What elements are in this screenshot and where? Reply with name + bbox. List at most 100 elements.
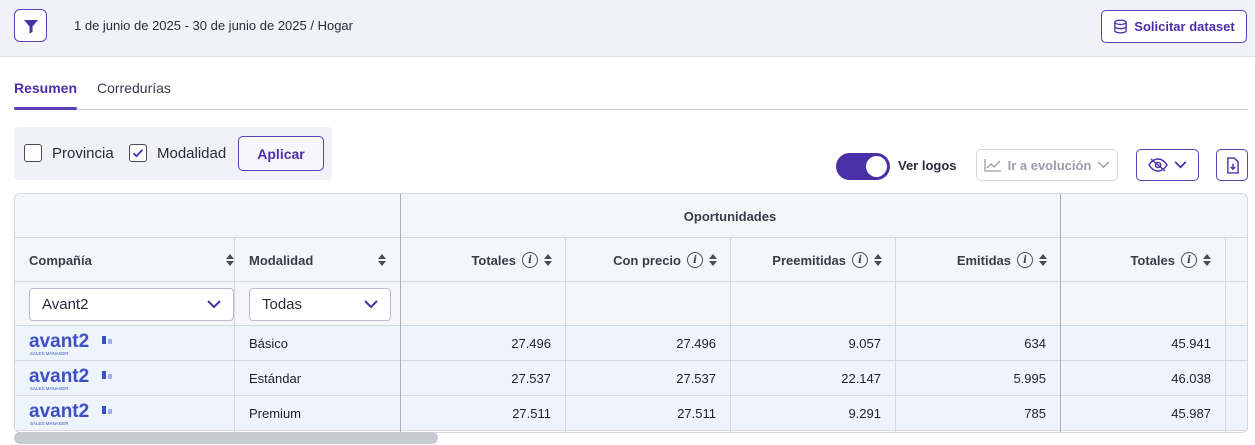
modalidad-checkbox[interactable] <box>129 144 147 162</box>
info-icon[interactable]: i <box>1181 252 1197 268</box>
svg-text:avant2: avant2 <box>29 366 89 387</box>
header-preemitidas-label: Preemitidas <box>772 252 846 268</box>
database-icon <box>1114 19 1128 34</box>
cell-preemitidas: 9.291 <box>848 406 881 421</box>
top-bar: 1 de junio de 2025 - 30 de junio de 2025… <box>0 0 1255 57</box>
tab-corredurias[interactable]: Corredurías <box>97 80 171 96</box>
company-logo: avant2 SALES MANAGER <box>29 331 129 362</box>
sort-icon <box>378 254 386 266</box>
column-divider <box>1225 238 1226 432</box>
sort-icon <box>1039 254 1047 266</box>
cell-emitidas: 785 <box>1024 406 1046 421</box>
header-emitidas-label: Emitidas <box>956 252 1011 268</box>
chevron-down-icon <box>364 300 378 309</box>
filter-panel: Provincia Modalidad Aplicar <box>14 127 332 180</box>
column-divider <box>234 238 235 432</box>
modalidad-filter-select[interactable]: Todas <box>249 288 391 321</box>
ver-logos-toggle[interactable] <box>836 153 890 180</box>
header-preemitidas[interactable]: Preemitidas i <box>731 238 882 282</box>
sort-icon <box>874 254 882 266</box>
sort-icon <box>226 254 234 266</box>
table-row[interactable]: avant2 SALES MANAGER Estándar 27.537 27.5… <box>15 361 1247 396</box>
company-logo: avant2 SALES MANAGER <box>29 401 129 432</box>
column-divider <box>730 238 731 432</box>
toggle-knob <box>866 156 887 177</box>
tab-bar: Resumen Corredurías <box>14 78 1248 110</box>
provincia-checkbox[interactable] <box>24 144 42 162</box>
svg-text:avant2: avant2 <box>29 401 89 422</box>
breadcrumb: 1 de junio de 2025 - 30 de junio de 2025… <box>74 18 353 33</box>
cell-emitidas: 5.995 <box>1013 371 1046 386</box>
column-divider <box>565 238 566 432</box>
evolucion-button[interactable]: Ir a evolución <box>976 149 1118 181</box>
data-table: Oportunidades Compañía Modalidad Totales… <box>14 193 1248 433</box>
cell-totales: 27.537 <box>511 371 551 386</box>
sort-icon <box>709 254 717 266</box>
eye-off-icon <box>1148 158 1168 172</box>
compania-filter-value: Avant2 <box>42 296 89 313</box>
header-compania[interactable]: Compañía <box>29 238 234 282</box>
apply-button[interactable]: Aplicar <box>238 136 324 171</box>
modalidad-filter-value: Todas <box>262 296 303 313</box>
row-modalidad: Premium <box>249 406 302 421</box>
column-filter-row: Avant2 Todas <box>15 282 1247 326</box>
header-con-precio[interactable]: Con precio i <box>566 238 717 282</box>
cell-preemitidas: 9.057 <box>848 336 881 351</box>
cell-con-precio: 27.511 <box>677 406 716 421</box>
sort-icon <box>1203 254 1211 266</box>
file-download-icon <box>1226 156 1239 174</box>
group-header-oportunidades: Oportunidades <box>683 208 777 224</box>
chevron-down-icon <box>207 300 221 309</box>
cell-totales-2: 46.038 <box>1171 371 1211 386</box>
cell-emitidas: 634 <box>1024 336 1046 351</box>
header-emitidas[interactable]: Emitidas i <box>896 238 1047 282</box>
provincia-label: Provincia <box>52 145 114 162</box>
group-header-row: Oportunidades <box>15 194 1247 238</box>
cell-preemitidas: 22.147 <box>841 371 881 386</box>
funnel-icon <box>23 19 38 33</box>
line-chart-icon <box>983 159 1001 172</box>
row-modalidad: Básico <box>249 336 289 351</box>
modalidad-label: Modalidad <box>157 145 227 162</box>
table-row[interactable]: avant2 SALES MANAGER Básico 27.496 27.496… <box>15 326 1247 362</box>
request-dataset-button[interactable]: Solicitar dataset <box>1101 10 1247 43</box>
cell-totales: 27.511 <box>512 406 551 421</box>
info-icon[interactable]: i <box>852 252 868 268</box>
svg-text:SALES MANAGER: SALES MANAGER <box>30 351 69 356</box>
cell-totales-2: 45.987 <box>1171 406 1211 421</box>
cell-totales-2: 45.941 <box>1171 336 1211 351</box>
header-totales-2[interactable]: Totales i <box>1061 238 1211 282</box>
info-icon[interactable]: i <box>522 252 538 268</box>
header-totales-2-label: Totales <box>1130 252 1175 268</box>
filter-button[interactable] <box>14 9 47 42</box>
header-totales[interactable]: Totales i <box>401 238 552 282</box>
info-icon[interactable]: i <box>687 252 703 268</box>
download-button[interactable] <box>1216 149 1248 181</box>
header-compania-label: Compañía <box>29 252 92 268</box>
request-dataset-label: Solicitar dataset <box>1134 19 1235 34</box>
chevron-down-icon <box>1098 161 1110 169</box>
table-row[interactable]: avant2 SALES MANAGER Premium 27.511 27.51… <box>15 396 1247 432</box>
header-modalidad-label: Modalidad <box>249 252 314 268</box>
sort-icon <box>544 254 552 266</box>
chevron-down-icon <box>1174 161 1187 169</box>
svg-text:avant2: avant2 <box>29 331 89 352</box>
column-divider <box>1060 194 1061 432</box>
tab-resumen[interactable]: Resumen <box>14 80 78 110</box>
check-icon <box>132 149 144 158</box>
header-con-precio-label: Con precio <box>613 252 681 268</box>
header-totales-label: Totales <box>471 252 516 268</box>
column-visibility-button[interactable] <box>1136 149 1199 181</box>
header-modalidad[interactable]: Modalidad <box>249 238 386 282</box>
horizontal-scrollbar[interactable] <box>14 432 438 444</box>
row-modalidad: Estándar <box>249 371 302 386</box>
cell-con-precio: 27.537 <box>676 371 716 386</box>
compania-filter-select[interactable]: Avant2 <box>29 288 234 321</box>
cell-totales: 27.496 <box>511 336 551 351</box>
cell-con-precio: 27.496 <box>676 336 716 351</box>
svg-text:SALES MANAGER: SALES MANAGER <box>30 421 69 426</box>
info-icon[interactable]: i <box>1017 252 1033 268</box>
